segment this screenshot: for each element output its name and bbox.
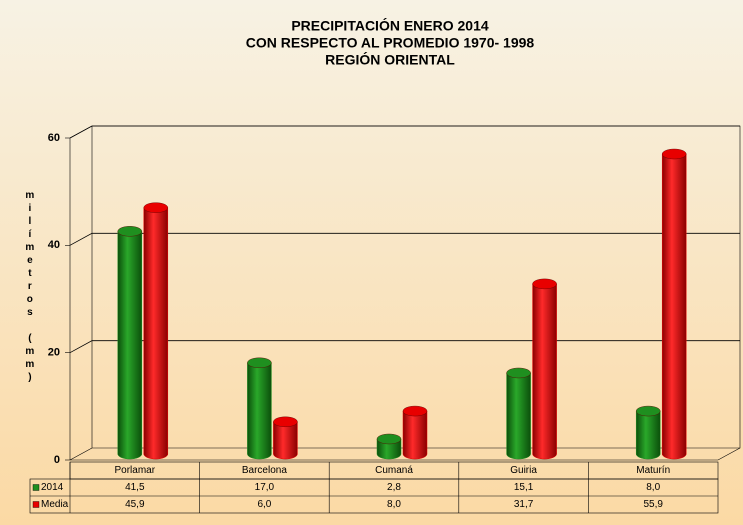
bar-body (143, 207, 169, 460)
data-label: 8,0 (387, 499, 401, 510)
data-label: 15,1 (514, 482, 534, 493)
bar-body (635, 410, 661, 460)
grid-line (69, 232, 740, 246)
bar (143, 202, 169, 460)
bar (117, 226, 143, 460)
bar (635, 405, 661, 460)
bar-top (636, 405, 661, 417)
data-label: 45,9 (125, 499, 145, 510)
bar-top (506, 367, 531, 379)
chart-title: CON RESPECTO AL PROMEDIO 1970- 1998 (246, 35, 535, 51)
data-label: 55,9 (643, 499, 663, 510)
bar-body (661, 153, 687, 460)
chart-title: PRECIPITACIÓN ENERO 2014 (291, 17, 489, 34)
y-tick-label: 0 (54, 454, 60, 466)
bar-top (273, 416, 298, 427)
bar-body (402, 410, 428, 460)
x-tick-label: Porlamar (115, 465, 156, 476)
bar-top (117, 226, 143, 237)
data-label: 2,8 (387, 482, 401, 493)
grid-line (69, 340, 740, 354)
x-tick-label: Cumaná (375, 465, 413, 476)
bar-body (247, 362, 272, 460)
data-label: 8,0 (646, 482, 660, 493)
grid-line (69, 125, 740, 139)
legend-label: 2014 (41, 482, 64, 493)
data-label: 31,7 (514, 499, 534, 510)
bar (273, 416, 298, 460)
bar-body (117, 231, 143, 460)
legend-label: Media (41, 499, 69, 510)
bar-top (247, 357, 272, 368)
x-tick-label: Maturín (636, 465, 670, 476)
bar (247, 357, 272, 460)
y-tick-label: 40 (48, 239, 60, 251)
bar-body (376, 438, 402, 460)
bar (532, 278, 557, 460)
bar-top (402, 405, 428, 417)
y-axis-label: milímetros (mm) (24, 190, 35, 385)
x-tick-label: Barcelona (242, 465, 287, 476)
y-tick-label: 60 (48, 132, 60, 144)
data-label: 17,0 (255, 482, 275, 493)
bar-top (143, 202, 169, 213)
data-label: 6,0 (257, 499, 271, 510)
bar-body (532, 283, 557, 460)
bar-body (273, 421, 298, 460)
data-label: 41,5 (125, 482, 145, 493)
bar-body (506, 372, 531, 460)
bar-top (532, 278, 557, 290)
bar-top (376, 433, 402, 445)
legend-swatch (32, 501, 40, 508)
bar (506, 367, 531, 460)
floor (70, 447, 741, 461)
legend-swatch (32, 484, 40, 491)
bar-top (662, 148, 687, 160)
y-tick-label: 20 (48, 347, 60, 359)
bar (376, 433, 402, 460)
bar (661, 148, 687, 460)
bar (402, 405, 428, 460)
chart-title: REGIÓN ORIENTAL (325, 51, 455, 68)
x-tick-label: Guiria (510, 465, 537, 476)
